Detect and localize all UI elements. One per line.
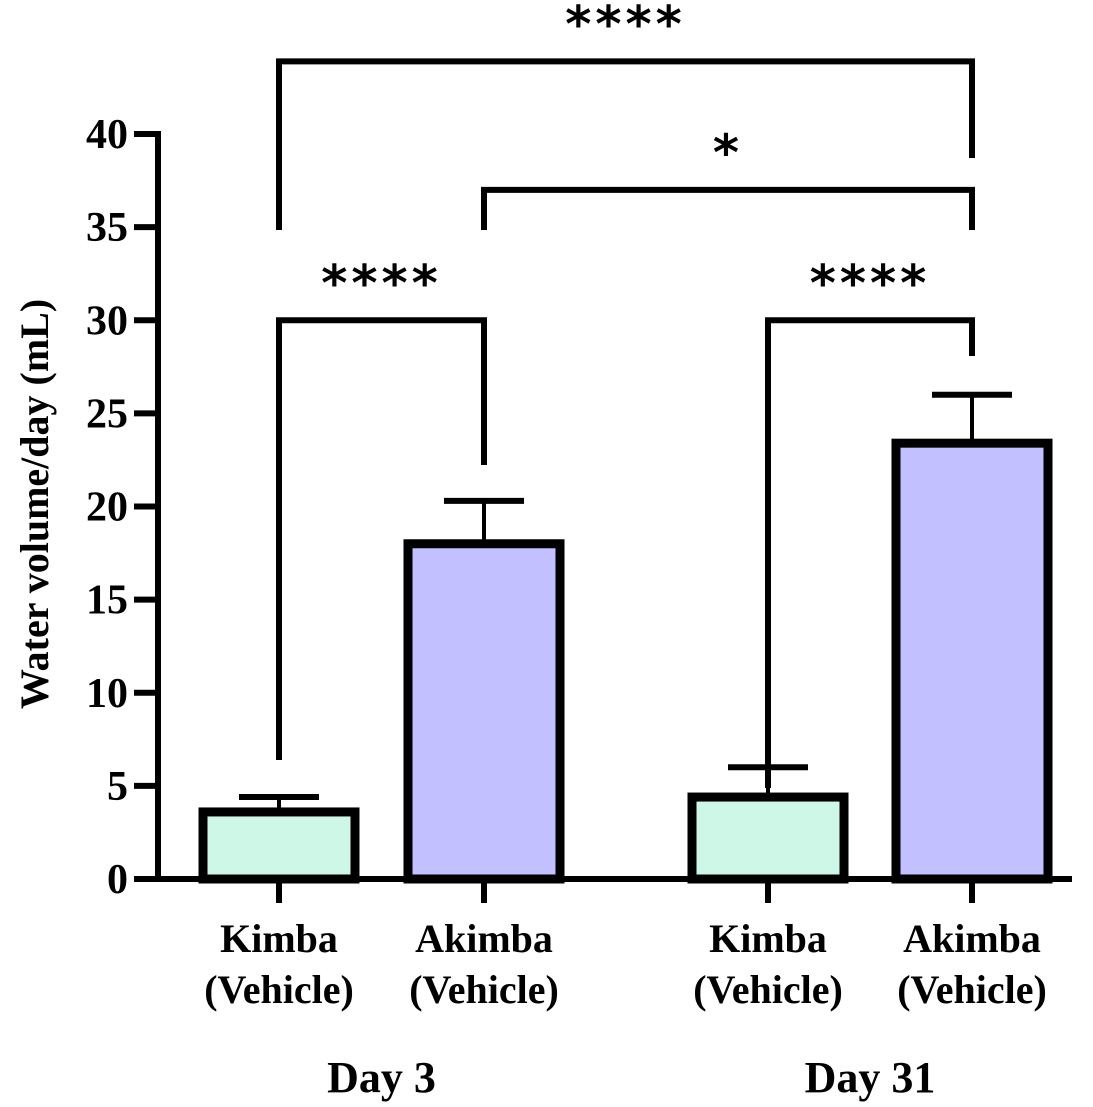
bar: [891, 438, 1053, 884]
bars-layer: [198, 391, 1053, 884]
x-ticks: Kimba (Vehicle) Akimba (Vehicle) Kimba (Vehic…: [204, 879, 1047, 1102]
bar: [403, 539, 565, 884]
y-tick-label: 5: [107, 764, 128, 810]
y-tick-label: 15: [86, 578, 128, 624]
bar: [198, 807, 360, 884]
y-ticks: 0 5 10 15 20 25 30 35 40: [86, 112, 158, 903]
significance-bracket: [481, 186, 975, 230]
x-tick-label-line1: Akimba: [903, 916, 1041, 961]
x-tick-label-line1: Kimba: [709, 916, 827, 961]
x-tick-label-line1: Akimba: [415, 916, 553, 961]
y-tick-label: 30: [86, 298, 128, 344]
x-tick-label-line2: (Vehicle): [204, 967, 354, 1012]
significance-bracket: [276, 317, 487, 760]
significance-bracket: [276, 58, 975, 230]
y-axis-label: Water volume/day (mL): [12, 299, 57, 709]
x-tick-label-line2: (Vehicle): [409, 967, 559, 1012]
y-tick-label: 40: [86, 112, 128, 158]
significance-label: ****: [565, 0, 686, 53]
significance-brackets: **** *********: [276, 0, 975, 788]
y-tick-label: 25: [86, 391, 128, 437]
y-tick-label: 0: [107, 857, 128, 903]
y-tick-label: 10: [86, 671, 128, 717]
x-tick-label-line2: (Vehicle): [693, 967, 843, 1012]
group-label: Day 31: [805, 1053, 936, 1102]
significance-label: *: [713, 124, 743, 182]
significance-bracket: [765, 317, 975, 788]
x-tick-label-line1: Kimba: [220, 916, 338, 961]
y-tick-label: 35: [86, 205, 128, 251]
bar: [687, 792, 849, 884]
x-tick-label-line2: (Vehicle): [897, 967, 1047, 1012]
group-label: Day 3: [327, 1053, 436, 1102]
significance-label: ****: [321, 254, 442, 312]
y-tick-label: 20: [86, 485, 128, 531]
significance-label: ****: [810, 254, 931, 312]
